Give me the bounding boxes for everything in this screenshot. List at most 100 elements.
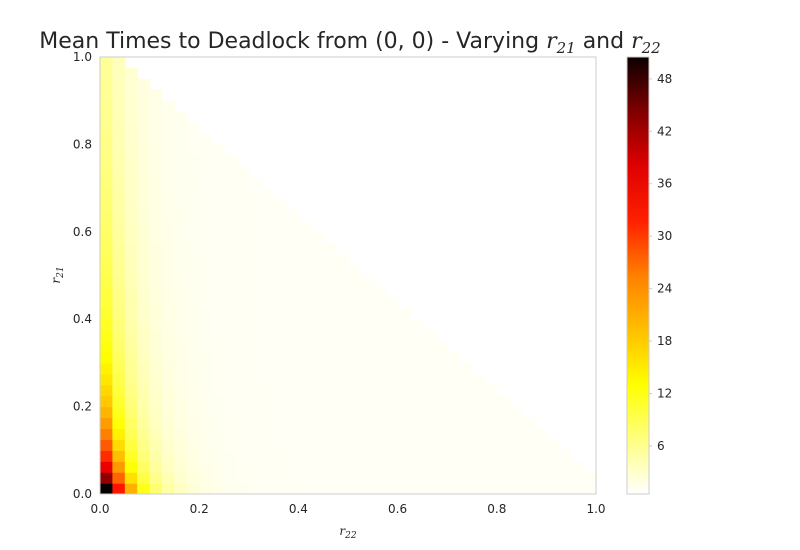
heatmap-cell	[149, 253, 163, 266]
heatmap-cell	[335, 253, 349, 266]
heatmap-cell	[124, 308, 138, 320]
heatmap-cell	[534, 461, 547, 473]
heatmap-cell	[162, 166, 175, 178]
heatmap-cell	[286, 209, 299, 222]
heatmap-cell	[459, 406, 473, 419]
heatmap-cell	[360, 450, 374, 462]
heatmap-cell	[124, 428, 138, 440]
heatmap-cell	[174, 362, 188, 375]
heatmap-cell	[199, 319, 213, 331]
heatmap-cell	[372, 384, 386, 397]
heatmap-cell	[162, 395, 175, 408]
heatmap-cell	[434, 373, 448, 386]
heatmap-cell	[137, 450, 151, 462]
heatmap-cell	[137, 264, 151, 277]
heatmap-cell	[348, 384, 361, 397]
heatmap-cell	[286, 308, 299, 320]
heatmap-cell	[211, 209, 225, 222]
heatmap-cell	[372, 406, 386, 419]
heatmap-cell	[335, 450, 349, 462]
heatmap-cell	[124, 439, 138, 451]
heatmap-cell	[447, 439, 461, 451]
heatmap-cell	[385, 472, 399, 484]
heatmap-cell	[422, 472, 436, 484]
heatmap-cell	[348, 362, 361, 375]
heatmap-cell	[224, 439, 237, 451]
heatmap-cell	[248, 428, 262, 440]
heatmap-cell	[348, 264, 361, 277]
heatmap-cell	[397, 472, 411, 484]
heatmap-cell	[459, 483, 473, 494]
heatmap-cell	[521, 439, 535, 451]
heatmap-cell	[534, 439, 547, 451]
heatmap-cell	[162, 450, 175, 462]
heatmap-cell	[509, 472, 523, 484]
heatmap-cell	[137, 308, 151, 320]
heatmap-cell	[211, 439, 225, 451]
heatmap-cell	[310, 428, 324, 440]
heatmap-cell	[323, 330, 337, 342]
heatmap-cell	[286, 362, 299, 375]
heatmap-cell	[348, 351, 361, 364]
heatmap-cell	[286, 373, 299, 386]
heatmap-cell	[149, 395, 163, 408]
heatmap-cell	[112, 417, 126, 430]
heatmap-cell	[360, 417, 374, 430]
heatmap-cell	[286, 275, 299, 288]
heatmap-cell	[174, 275, 188, 288]
heatmap-cell	[348, 330, 361, 342]
heatmap-cell	[286, 231, 299, 244]
heatmap-cell	[372, 417, 386, 430]
heatmap-cell	[174, 177, 188, 189]
heatmap-cell	[397, 450, 411, 462]
heatmap-cell	[199, 406, 213, 419]
heatmap-cell	[112, 461, 126, 473]
heatmap-cell	[534, 483, 547, 494]
heatmap-cell	[286, 220, 299, 233]
heatmap-cell	[162, 264, 175, 277]
x-tick-label: 0.0	[90, 502, 109, 516]
colorbar-tick-label: 30	[657, 229, 672, 243]
heatmap-cell	[397, 406, 411, 419]
heatmap-cell	[434, 406, 448, 419]
heatmap-cell	[236, 384, 250, 397]
heatmap-cell	[509, 406, 523, 419]
heatmap-cell	[447, 384, 461, 397]
heatmap-cell	[286, 406, 299, 419]
heatmap-cell	[199, 199, 213, 211]
heatmap-cell	[186, 144, 200, 156]
heatmap-cell	[124, 384, 138, 397]
heatmap-cell	[496, 439, 510, 451]
heatmap-cell	[112, 220, 126, 233]
heatmap-cell	[360, 483, 374, 494]
heatmap-cell	[112, 351, 126, 364]
heatmap-cell	[261, 242, 275, 255]
heatmap-cell	[422, 362, 436, 375]
heatmap-cell	[137, 362, 151, 375]
heatmap-cell	[100, 177, 113, 189]
heatmap-cell	[186, 472, 200, 484]
heatmap-cell	[236, 264, 250, 277]
heatmap-cell	[459, 450, 473, 462]
heatmap-cell	[261, 209, 275, 222]
heatmap-cell	[261, 341, 275, 353]
heatmap-cell	[100, 231, 113, 244]
heatmap-cell	[199, 155, 213, 167]
heatmap-cell	[348, 319, 361, 331]
heatmap-cell	[149, 199, 163, 211]
heatmap-cell	[186, 264, 200, 277]
heatmap-cell	[472, 439, 485, 451]
heatmap-cell	[323, 439, 337, 451]
heatmap-cell	[112, 188, 126, 200]
heatmap-cell	[112, 395, 126, 408]
heatmap-cell	[186, 384, 200, 397]
heatmap-cell	[360, 406, 374, 419]
heatmap-cell	[310, 395, 324, 408]
x-tick-label: 0.4	[289, 502, 308, 516]
heatmap-cell	[174, 319, 188, 331]
y-tick-label: 0.2	[73, 400, 92, 414]
heatmap-cell	[149, 384, 163, 397]
heatmap-cell	[298, 395, 312, 408]
heatmap-cell	[112, 472, 126, 484]
heatmap-cell	[149, 231, 163, 244]
